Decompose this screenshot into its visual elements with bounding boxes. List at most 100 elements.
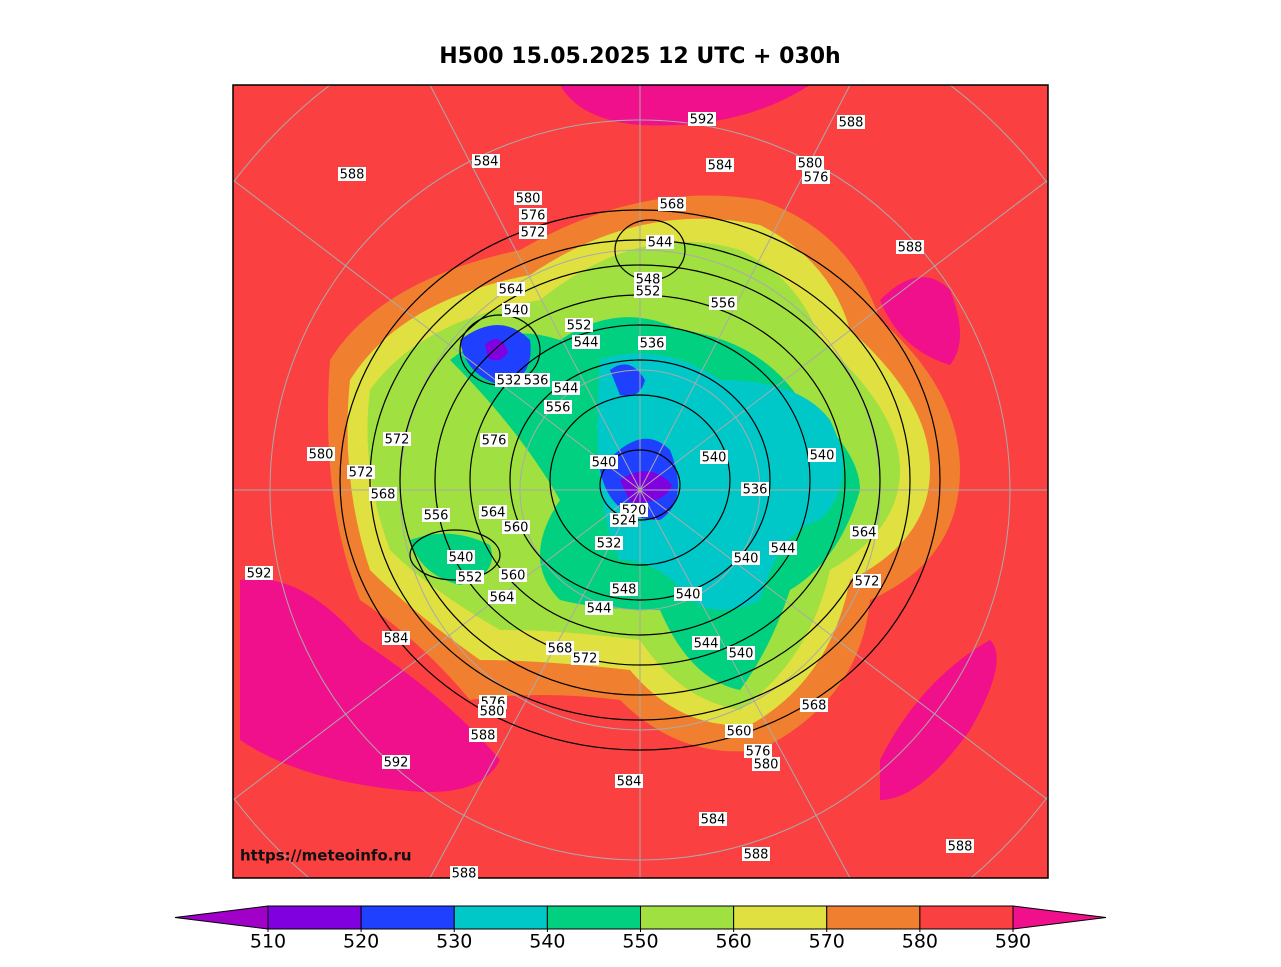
- label-box: [383, 432, 411, 446]
- contour-label: 588: [839, 116, 864, 131]
- contour-label: 572: [855, 575, 880, 590]
- label-box: [495, 373, 523, 387]
- colorbar-tick-label: 560: [715, 931, 751, 953]
- label-box: [732, 551, 760, 565]
- contour-label: 564: [490, 591, 515, 606]
- contour-label: 540: [504, 304, 529, 319]
- colorbar-tick-label: 550: [622, 931, 658, 953]
- label-box: [546, 641, 574, 655]
- label-box: [552, 381, 580, 395]
- label-box: [896, 240, 924, 254]
- contour-label: 548: [612, 583, 637, 598]
- label-box: [499, 568, 527, 582]
- high-area: [240, 578, 500, 792]
- contour-label: 564: [481, 506, 506, 521]
- label-box: [572, 335, 600, 349]
- contour-label: 576: [482, 434, 507, 449]
- contour-label: 536: [743, 483, 768, 498]
- label-box: [706, 158, 734, 172]
- contour-label: 580: [516, 192, 541, 207]
- colorbar-tick-label: 520: [343, 931, 379, 953]
- label-box: [519, 225, 547, 239]
- label-box: [837, 115, 865, 129]
- contour-lines: [339, 209, 941, 751]
- contour-label: 524: [612, 514, 637, 529]
- label-box: [469, 728, 497, 742]
- contour-label: 552: [567, 319, 592, 334]
- label-box: [456, 570, 484, 584]
- contour-label: 592: [384, 756, 409, 771]
- colorbar-segment: [267, 905, 362, 930]
- contour-label: 584: [474, 155, 499, 170]
- contour-label: 548: [636, 273, 661, 288]
- label-box: [692, 636, 720, 650]
- low-core: [485, 338, 508, 361]
- label-box: [769, 541, 797, 555]
- colorbar: 510 520 530 540 550 560 570 580 590: [174, 905, 1107, 953]
- colorbar-segment: [640, 905, 735, 930]
- contour-label: 580: [480, 705, 505, 720]
- contour-label: 556: [711, 297, 736, 312]
- contour-label: 544: [771, 542, 796, 557]
- label-box: [802, 170, 830, 184]
- contour-label: 544: [587, 602, 612, 617]
- label-box: [472, 154, 500, 168]
- label-box: [382, 755, 410, 769]
- label-box: [808, 448, 836, 462]
- contour-label: 560: [501, 569, 526, 584]
- contour-label: 540: [449, 551, 474, 566]
- contour-label: 576: [746, 745, 771, 760]
- label-box: [946, 839, 974, 853]
- label-box: [610, 513, 638, 527]
- contour-label: 532: [497, 374, 522, 389]
- label-box: [519, 208, 547, 222]
- contour-label: 540: [702, 451, 727, 466]
- colorbar-segment: [826, 905, 921, 930]
- colorbar-segment: [919, 905, 1014, 930]
- contour-label: 568: [548, 642, 573, 657]
- contour-label: 544: [554, 382, 579, 397]
- contour-label: 580: [309, 448, 334, 463]
- colorbar-extend-high: [1012, 905, 1107, 930]
- map: [233, 85, 1048, 878]
- label-box: [480, 433, 508, 447]
- label-box: [502, 520, 530, 534]
- label-box: [447, 550, 475, 564]
- contour-label: 564: [852, 526, 877, 541]
- label-box: [638, 336, 666, 350]
- high-area: [880, 640, 997, 800]
- contour-label: 584: [701, 813, 726, 828]
- contour-label: 584: [384, 632, 409, 647]
- label-box: [634, 272, 662, 286]
- label-box: [727, 646, 755, 660]
- label-box: [634, 284, 662, 298]
- contour-label: 568: [802, 699, 827, 714]
- contour-label: 544: [574, 336, 599, 351]
- contour-label: 560: [727, 725, 752, 740]
- colorbar-tick-label: 510: [250, 931, 286, 953]
- label-box: [488, 590, 516, 604]
- contour-label: 580: [754, 758, 779, 773]
- label-box: [595, 536, 623, 550]
- label-box: [725, 724, 753, 738]
- contour-label: 556: [546, 401, 571, 416]
- label-box: [497, 282, 525, 296]
- colorbar-segment: [360, 905, 455, 930]
- colorbar-segment: [546, 905, 641, 930]
- contour-label: 536: [524, 374, 549, 389]
- label-box: [699, 812, 727, 826]
- contour-label: 588: [744, 848, 769, 863]
- contour-label: 572: [521, 226, 546, 241]
- contour-label: 580: [798, 157, 823, 172]
- colorbar-tick-label: 590: [995, 931, 1031, 953]
- contour-label: 564: [499, 283, 524, 298]
- contour-label: 552: [636, 285, 661, 300]
- title: H500 15.05.2025 12 UTC + 030h: [439, 44, 840, 69]
- label-box: [522, 373, 550, 387]
- label-box: [658, 197, 686, 211]
- colorbar-tick-label: 530: [436, 931, 472, 953]
- label-box: [646, 235, 674, 249]
- contour-label: 572: [349, 466, 374, 481]
- label-box: [338, 167, 366, 181]
